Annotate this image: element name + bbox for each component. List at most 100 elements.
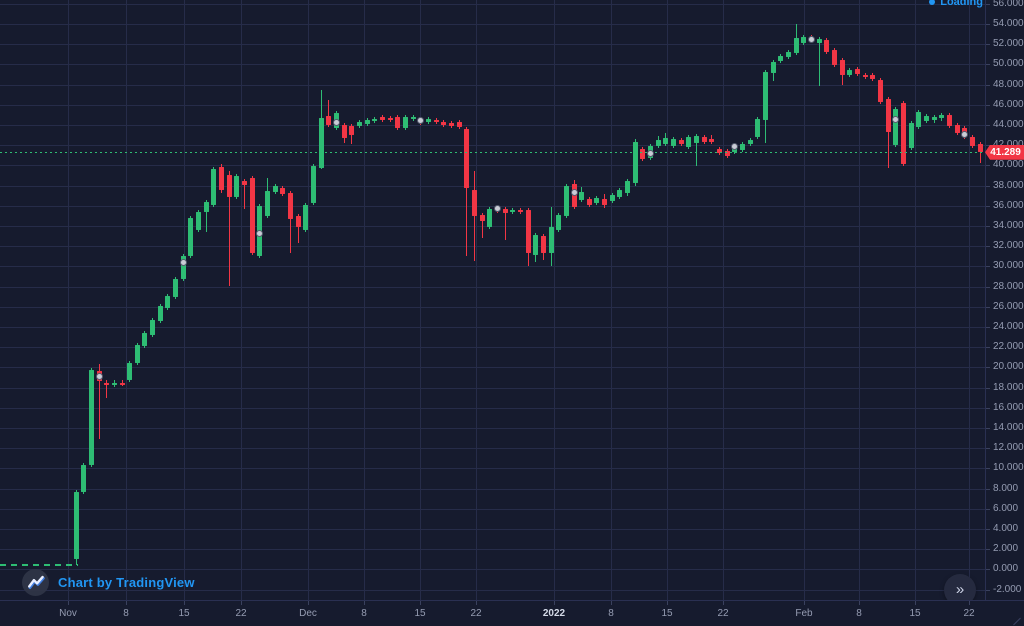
collapse-panel-button[interactable]: » [944,574,976,600]
horizontal-gridline [0,205,985,207]
horizontal-gridline [0,508,985,510]
y-axis-tick [986,225,990,227]
x-axis-tick [184,601,185,605]
y-axis-label: 20.000 [993,361,1024,373]
candle-body [877,80,883,102]
tradingview-attribution[interactable]: Chart by TradingView [22,569,195,596]
candle-body [165,295,171,308]
x-axis-label: 22 [235,608,247,619]
horizontal-gridline [0,387,985,389]
candle-body [410,116,416,119]
candle-wick [106,379,108,398]
candle-body [655,140,661,147]
candle-body [203,201,209,212]
x-axis-tick [554,601,555,605]
tradingview-logo-icon[interactable] [22,569,49,596]
candle-body [357,121,362,126]
y-axis-tick [986,145,990,147]
candle-body [288,192,293,219]
candle-body [908,122,914,149]
time-axis[interactable]: Nov 8 15 22 Dec 8 15 22 2022 8 15 22 Feb 8 15 22 [0,600,1024,626]
data-point-marker-icon [493,205,501,213]
horizontal-gridline [0,549,985,551]
horizontal-gridline [0,185,985,187]
y-axis-tick [986,407,990,409]
candle-body [379,116,385,120]
candle-body [349,125,355,135]
x-axis-label: 8 [361,608,367,619]
x-axis-label: 15 [414,608,426,619]
y-axis-tick [986,347,990,349]
plot-area[interactable]: Loading Chart by TradingView » [0,0,985,600]
x-axis-tick [915,601,916,605]
x-axis-tick [241,601,242,605]
current-price-line [0,152,985,154]
x-axis-tick [308,601,309,605]
candle-body [119,382,125,385]
candle-body [609,194,615,201]
y-axis-label: 8.000 [993,482,1019,494]
candle-body [548,226,554,254]
candle-body [900,102,906,165]
x-axis-tick [68,601,69,605]
vertical-gridline [723,0,724,600]
y-axis-tick [986,326,990,328]
candle-body [517,209,523,212]
candle-body [242,181,247,186]
candle-body [946,114,952,126]
candle-body [870,75,876,80]
candle-body [663,138,669,145]
y-axis-label: 2.000 [993,543,1019,555]
candle-body [625,181,631,194]
loading-label: Loading [940,0,983,8]
horizontal-gridline [0,589,985,591]
vertical-gridline [969,0,970,600]
y-axis-label: 54.000 [993,17,1024,29]
horizontal-gridline [0,407,985,409]
baseline-dashed-line [0,563,78,566]
x-axis-label: 22 [963,608,975,619]
y-axis-label: 44.000 [993,118,1024,130]
axis-corner-resize-handle[interactable] [1013,617,1021,626]
candle-body [579,191,585,200]
candle-body [150,319,156,336]
double-chevron-right-icon: » [955,581,965,598]
vertical-gridline [308,0,309,600]
candle-body [931,116,937,120]
y-axis-label: 42.000 [993,139,1024,151]
data-point-marker-icon [333,119,340,127]
y-axis-tick [986,23,990,25]
candle-body [678,140,684,144]
candle-body [510,209,516,212]
horizontal-gridline [0,569,985,571]
horizontal-gridline [0,64,985,66]
vertical-gridline [859,0,860,600]
data-point-marker-icon [731,142,739,150]
candle-body [594,197,600,203]
horizontal-gridline [0,326,985,328]
candle-body [311,166,316,203]
data-point-marker-icon [961,130,969,138]
x-axis-label: 22 [470,608,482,619]
candle-body [563,185,569,216]
y-axis-label: 38.000 [993,179,1024,191]
horizontal-gridline [0,23,985,25]
candle-body [709,139,715,142]
price-axis[interactable]: 41.289 56.000 54.000 52.000 50.000 48.000 46.… [985,0,1024,600]
candle-wick [887,96,889,169]
candle-body [939,114,945,118]
x-axis-tick [476,601,477,605]
candle-wick [328,99,330,127]
candle-body [755,118,761,137]
candle-body [801,37,807,44]
y-axis-tick [986,185,990,187]
candle-body [694,136,699,144]
attribution-link[interactable]: Chart by TradingView [58,575,195,590]
y-axis-tick [986,266,990,268]
candle-body [188,217,194,257]
x-axis-label: 15 [909,608,921,619]
candle-body [471,189,477,216]
candle-body [701,137,707,143]
candle-body [717,149,722,154]
y-axis-label: 4.000 [993,523,1019,534]
